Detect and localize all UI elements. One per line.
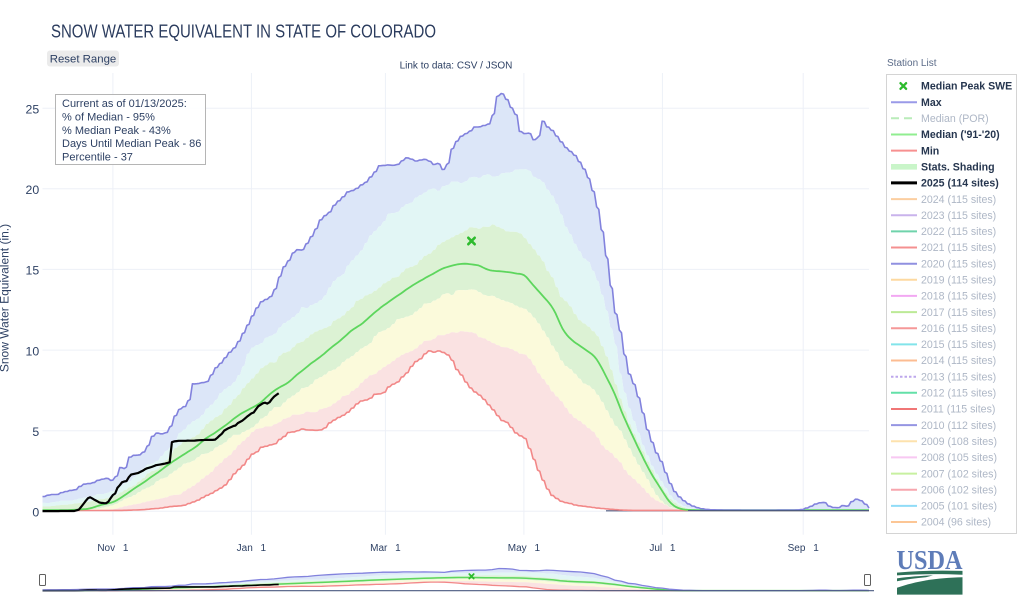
svg-text:0: 0 <box>32 506 39 520</box>
svg-text:2009 (108 sites): 2009 (108 sites) <box>921 436 997 448</box>
svg-text:2025 (114 sites): 2025 (114 sites) <box>921 178 999 190</box>
svg-text:2017 (115 sites): 2017 (115 sites) <box>921 307 996 319</box>
svg-text:2004 (96 sites): 2004 (96 sites) <box>921 517 991 529</box>
svg-text:2013 (115 sites): 2013 (115 sites) <box>921 371 996 383</box>
svg-text:Current as of 01/13/2025:: Current as of 01/13/2025: <box>62 98 187 110</box>
svg-text:2022 (115 sites): 2022 (115 sites) <box>921 226 996 238</box>
svg-text:Percentile - 37: Percentile - 37 <box>62 152 133 164</box>
svg-text:% of Median - 95%: % of Median - 95% <box>62 111 155 123</box>
svg-text:Jan 1: Jan 1 <box>237 543 267 554</box>
svg-text:Jul 1: Jul 1 <box>649 543 676 554</box>
svg-text:2012 (115 sites): 2012 (115 sites) <box>921 388 996 400</box>
svg-text:2006 (102 sites): 2006 (102 sites) <box>921 484 997 496</box>
svg-text:2011 (115 sites): 2011 (115 sites) <box>921 404 995 416</box>
svg-text:Reset Range: Reset Range <box>50 53 117 65</box>
svg-text:2020 (115 sites): 2020 (115 sites) <box>921 258 996 270</box>
svg-text:2024 (115 sites): 2024 (115 sites) <box>921 194 996 206</box>
svg-text:10: 10 <box>26 344 40 358</box>
svg-text:20: 20 <box>26 183 40 197</box>
svg-text:Days Until Median Peak - 86: Days Until Median Peak - 86 <box>62 138 201 150</box>
svg-text:2018 (115 sites): 2018 (115 sites) <box>921 291 996 303</box>
svg-text:Sep 1: Sep 1 <box>788 543 820 554</box>
svg-text:5: 5 <box>32 425 39 439</box>
svg-text:2014 (115 sites): 2014 (115 sites) <box>921 355 996 367</box>
svg-text:% Median Peak - 43%: % Median Peak - 43% <box>62 125 171 137</box>
svg-text:2023 (115 sites): 2023 (115 sites) <box>921 210 996 222</box>
svg-text:Max: Max <box>921 97 942 109</box>
svg-text:15: 15 <box>26 264 40 278</box>
svg-text:Median (POR): Median (POR) <box>921 113 989 125</box>
svg-text:Min: Min <box>921 145 939 157</box>
svg-text:25: 25 <box>26 102 40 116</box>
svg-text:Station List: Station List <box>887 58 937 69</box>
svg-text:2007 (102 sites): 2007 (102 sites) <box>921 468 997 480</box>
svg-text:2016 (115 sites): 2016 (115 sites) <box>921 323 996 335</box>
svg-text:Median Peak SWE: Median Peak SWE <box>921 81 1012 93</box>
svg-text:Snow Water Equivalent (in.): Snow Water Equivalent (in.) <box>0 224 12 372</box>
svg-text:2005 (101 sites): 2005 (101 sites) <box>921 501 997 513</box>
svg-text:Median ('91-'20): Median ('91-'20) <box>921 129 1000 141</box>
svg-text:Nov 1: Nov 1 <box>97 543 129 554</box>
svg-text:SNOW WATER EQUIVALENT IN STATE: SNOW WATER EQUIVALENT IN STATE OF COLORA… <box>51 22 436 42</box>
svg-text:Stats. Shading: Stats. Shading <box>921 162 995 174</box>
svg-text:2019 (115 sites): 2019 (115 sites) <box>921 275 996 287</box>
svg-text:2010 (112 sites): 2010 (112 sites) <box>921 420 996 432</box>
svg-text:2021 (115 sites): 2021 (115 sites) <box>921 242 996 254</box>
svg-text:2015 (115 sites): 2015 (115 sites) <box>921 339 996 351</box>
svg-text:Link to data: CSV / JSON: Link to data: CSV / JSON <box>400 61 513 72</box>
svg-text:May 1: May 1 <box>508 543 541 554</box>
svg-text:Mar 1: Mar 1 <box>370 543 401 554</box>
svg-text:2008 (105 sites): 2008 (105 sites) <box>921 452 997 464</box>
svg-text:USDA: USDA <box>897 544 963 575</box>
